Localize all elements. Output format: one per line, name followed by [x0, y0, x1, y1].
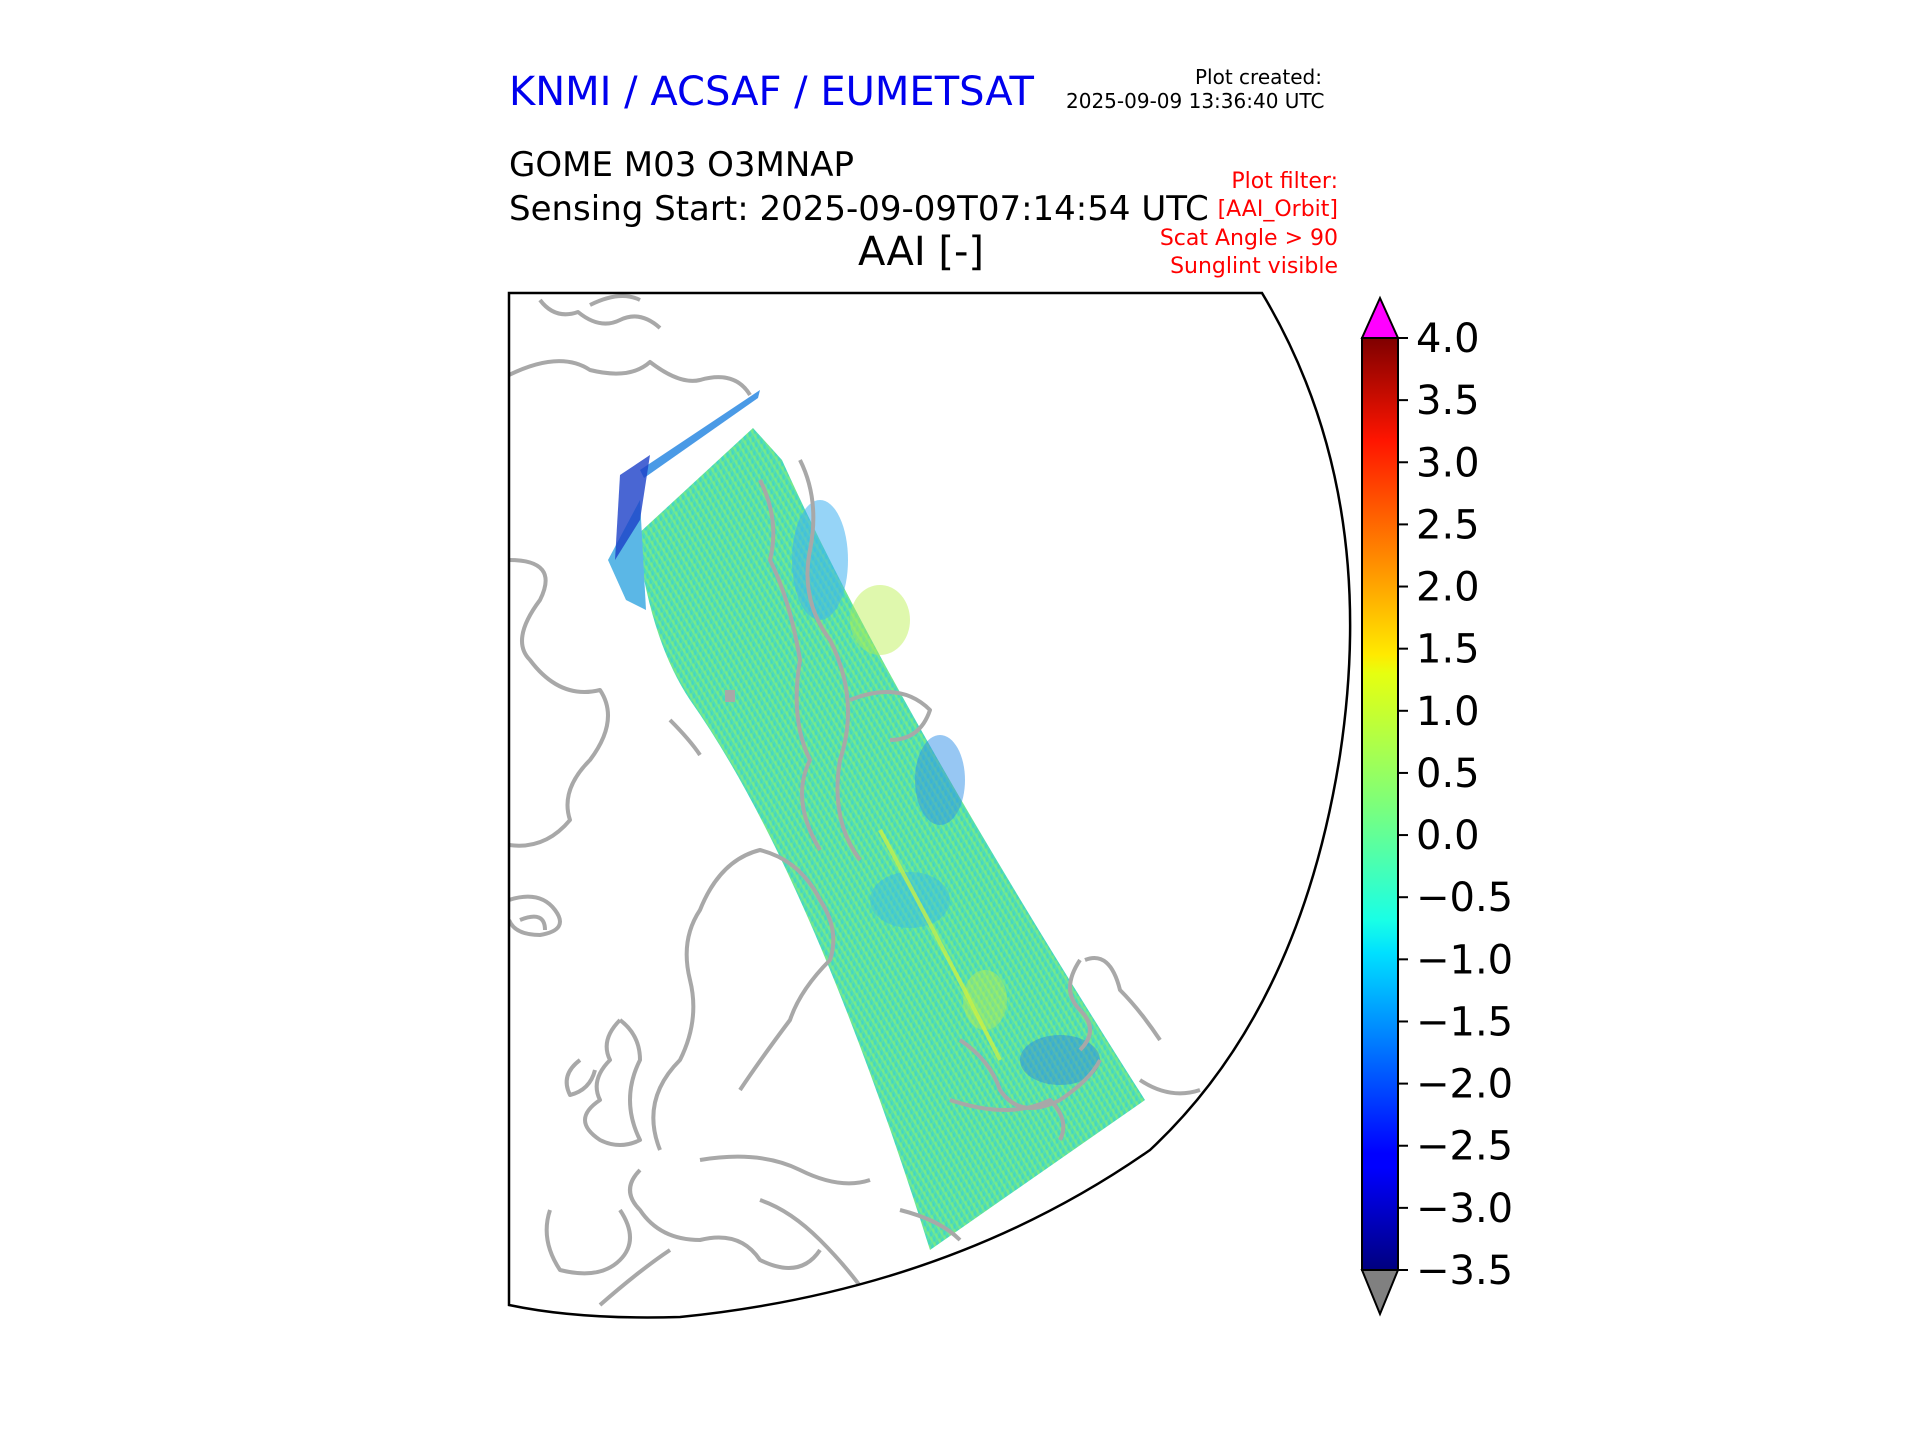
- land-patches: [725, 690, 735, 702]
- colorbar-tick-label: 0.0: [1416, 813, 1480, 859]
- organization-title: KNMI / ACSAF / EUMETSAT: [509, 69, 1034, 115]
- colorbar-tick-label: −0.5: [1416, 875, 1513, 921]
- colorbar-tick-label: 0.5: [1416, 751, 1480, 797]
- colorbar-tick-label: −3.0: [1416, 1186, 1513, 1232]
- plot-filter-scat-angle: Scat Angle > 90: [1159, 226, 1338, 251]
- map-boundary: [507, 291, 1352, 1319]
- colorbar-tick-label: −3.5: [1416, 1248, 1513, 1294]
- colorbar-tick-label: 3.0: [1416, 440, 1480, 486]
- colorbar-tick-label: −2.5: [1416, 1124, 1513, 1170]
- plot-filter-orbit: [AAI_Orbit]: [1217, 197, 1338, 222]
- colorbar-tick-label: −1.0: [1416, 937, 1513, 983]
- colorbar-tick-label: 1.0: [1416, 689, 1480, 735]
- colorbar-tick-label: 2.5: [1416, 502, 1480, 548]
- colorbar-over-arrow: [1360, 295, 1400, 339]
- aai-data-swath: [608, 390, 1145, 1250]
- variable-title: AAI [-]: [858, 229, 984, 275]
- colorbar-tick-label: 4.0: [1416, 316, 1480, 362]
- coastlines: [509, 294, 1201, 1312]
- colorbar-tick-label: −1.5: [1416, 999, 1513, 1045]
- colorbar-under-arrow: [1360, 1269, 1400, 1317]
- product-title: GOME M03 O3MNAP: [509, 145, 855, 185]
- plot-filter-label: Plot filter:: [1231, 169, 1338, 194]
- colorbar-tick-label: 2.0: [1416, 565, 1480, 611]
- plot-created-label: Plot created:: [1195, 65, 1322, 89]
- colorbar-gradient: [1361, 337, 1399, 1271]
- plot-filter-sunglint: Sunglint visible: [1170, 254, 1338, 279]
- sensing-start: Sensing Start: 2025-09-09T07:14:54 UTC: [509, 189, 1209, 229]
- colorbar-tick-label: 3.5: [1416, 378, 1480, 424]
- colorbar-tick-label: −2.0: [1416, 1062, 1513, 1108]
- colorbar-tick-label: 1.5: [1416, 627, 1480, 673]
- colorbar: 4.0 3.5 3.0 2.5 2.0 1.5 1.0 0.5 0.0 −0.5 −1.0 −1.5 −…: [1360, 295, 1513, 1317]
- plot-created-time: 2025-09-09 13:36:40 UTC: [1066, 89, 1325, 113]
